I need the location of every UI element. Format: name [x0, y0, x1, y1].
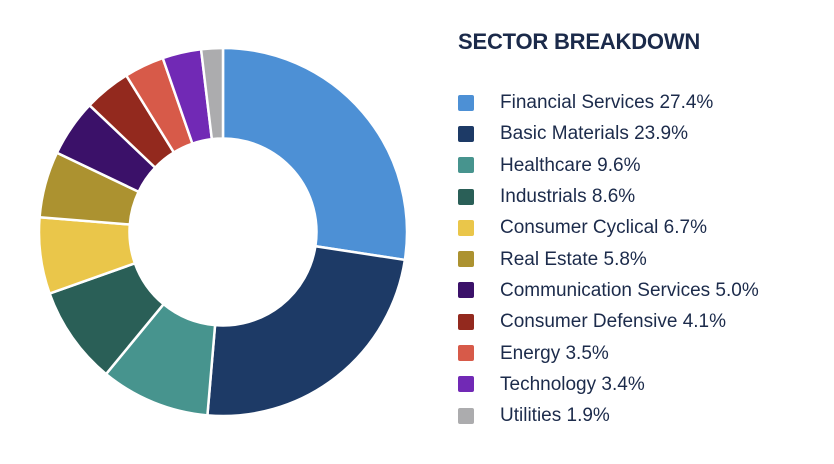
legend-label: Healthcare 9.6% [500, 154, 641, 176]
legend-item: Consumer Cyclical 6.7% [458, 212, 818, 243]
legend-color-swatch [458, 282, 474, 299]
donut-slice-basic-materials [206, 244, 407, 418]
legend-color-swatch [458, 313, 474, 330]
sector-legend: SECTOR BREAKDOWN Financial Services 27.4… [458, 30, 818, 431]
legend-label: Technology 3.4% [500, 373, 645, 395]
legend-label: Communication Services 5.0% [500, 279, 759, 301]
legend-label: Consumer Defensive 4.1% [500, 311, 726, 333]
legend-color-swatch [458, 219, 474, 236]
legend-item: Consumer Defensive 4.1% [458, 306, 818, 337]
legend-item: Financial Services 27.4% [458, 87, 818, 118]
legend-label: Energy 3.5% [500, 342, 609, 364]
legend-item: Basic Materials 23.9% [458, 118, 818, 149]
legend-item: Real Estate 5.8% [458, 243, 818, 274]
legend-color-swatch [458, 157, 474, 174]
legend-color-swatch [458, 251, 474, 268]
donut-slice-financial-services [221, 46, 409, 262]
legend-item: Industrials 8.6% [458, 181, 818, 212]
sector-donut-chart [37, 46, 409, 418]
legend-item: Energy 3.5% [458, 337, 818, 368]
legend-color-swatch [458, 345, 474, 362]
legend-item: Communication Services 5.0% [458, 275, 818, 306]
chart-title: SECTOR BREAKDOWN [458, 29, 701, 54]
legend-label: Basic Materials 23.9% [500, 123, 688, 145]
legend-item: Healthcare 9.6% [458, 150, 818, 181]
legend-color-swatch [458, 94, 474, 111]
legend-color-swatch [458, 125, 474, 142]
donut-svg [37, 46, 409, 418]
legend-color-swatch [458, 188, 474, 205]
legend-label: Utilities 1.9% [500, 405, 610, 427]
legend-rows: Financial Services 27.4% Basic Materials… [458, 87, 818, 431]
legend-color-swatch [458, 376, 474, 393]
legend-item: Technology 3.4% [458, 369, 818, 400]
donut-slice-utilities [199, 46, 225, 141]
legend-color-swatch [458, 407, 474, 424]
legend-label: Industrials 8.6% [500, 186, 636, 208]
legend-label: Consumer Cyclical 6.7% [500, 217, 707, 239]
legend-label: Financial Services 27.4% [500, 92, 714, 114]
legend-label: Real Estate 5.8% [500, 248, 647, 270]
legend-item: Utilities 1.9% [458, 400, 818, 431]
